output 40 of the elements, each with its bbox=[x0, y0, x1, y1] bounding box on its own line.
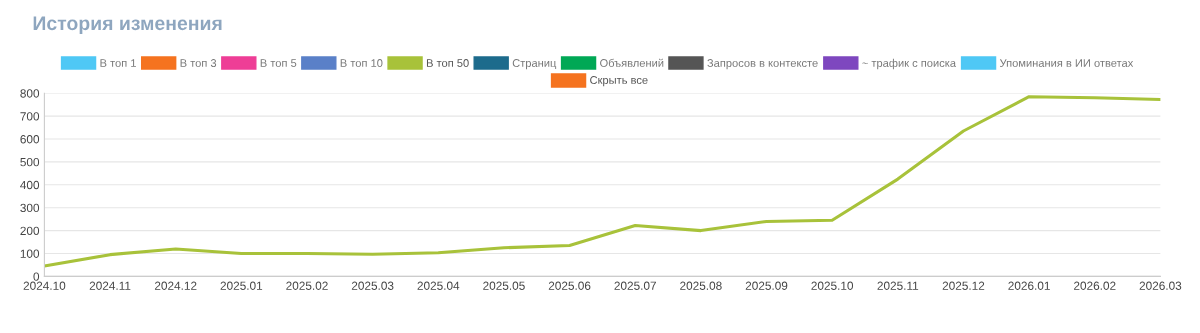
x-tick-label: 2025.09 bbox=[745, 281, 788, 290]
x-tick-label: 2025.11 bbox=[877, 281, 919, 290]
x-tick-label: 2026.03 bbox=[1139, 281, 1182, 290]
y-tick-label: 100 bbox=[20, 249, 40, 258]
legend-label: Объявлений bbox=[600, 58, 664, 67]
legend-label: Запросов в контексте bbox=[707, 59, 818, 70]
x-tick-label: 2025.12 bbox=[942, 281, 985, 290]
legend-label: ~ трафик с поиска bbox=[862, 58, 957, 70]
text: Скрыть все bbox=[590, 76, 648, 87]
x-tick-label: 2025.04 bbox=[417, 281, 460, 290]
x-tick-label: 2025.06 bbox=[548, 281, 591, 290]
y-tick-label: 500 bbox=[20, 157, 40, 167]
legend-label: В топ 3 bbox=[180, 59, 217, 67]
x-tick-label: 2026.01 bbox=[1008, 281, 1050, 290]
legend-label: Упоминания в ИИ ответах bbox=[999, 59, 1134, 67]
chart-title: История изменения bbox=[33, 16, 222, 34]
y-tick-label: 700 bbox=[20, 112, 40, 121]
legend-label: В топ 10 bbox=[340, 59, 383, 67]
x-tick-label: 2024.10 bbox=[23, 281, 66, 290]
y-tick-label: 200 bbox=[20, 226, 40, 235]
x-tick-label: 2026.02 bbox=[1074, 281, 1116, 290]
y-tick-label: 300 bbox=[20, 203, 40, 213]
y-tick-label: 400 bbox=[20, 180, 40, 190]
x-tick-label: 2025.02 bbox=[286, 281, 328, 290]
y-tick-label: 800 bbox=[20, 89, 40, 98]
y-tick-label: 0 bbox=[33, 272, 40, 281]
x-tick-label: 2025.03 bbox=[351, 281, 394, 290]
x-tick-label: 2025.08 bbox=[680, 281, 722, 290]
legend-label: В топ 5 bbox=[260, 59, 297, 67]
x-tick-label: 2025.10 bbox=[811, 281, 854, 290]
x-tick-label: 2025.05 bbox=[483, 281, 525, 290]
legend-label: Страниц bbox=[512, 59, 557, 70]
x-tick-label: 2024.11 bbox=[89, 281, 131, 290]
legend-label: В топ 50 bbox=[426, 59, 469, 67]
x-tick-label: 2025.07 bbox=[614, 281, 656, 290]
line-series bbox=[44, 95, 1161, 268]
x-tick-label: 2024.12 bbox=[154, 281, 197, 290]
legend-label: В топ 1 bbox=[100, 59, 136, 67]
y-tick-label: 600 bbox=[20, 135, 40, 144]
x-tick-label: 2025.01 bbox=[220, 281, 263, 290]
